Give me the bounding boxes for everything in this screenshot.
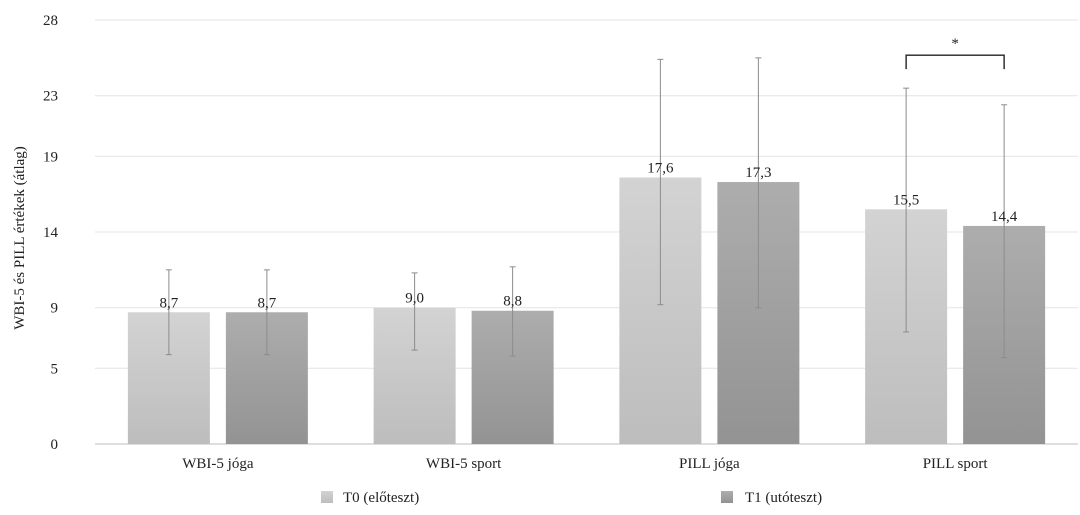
data-label: 15,5 [893, 192, 919, 208]
legend-swatch-t1 [721, 491, 733, 503]
y-axis-ticks: 0 5 9 14 19 23 28 [43, 13, 59, 453]
y-tick-label: 9 [51, 301, 59, 317]
x-category-label: WBI-5 jóga [182, 456, 254, 472]
data-label: 17,3 [745, 165, 771, 181]
legend: T0 (előteszt) T1 (utóteszt) [321, 490, 822, 506]
y-tick-label: 28 [43, 13, 58, 29]
data-label: 9,0 [405, 291, 424, 307]
legend-label-t0: T0 (előteszt) [343, 490, 419, 506]
data-label: 8,7 [258, 295, 277, 311]
data-label: 8,8 [503, 294, 522, 310]
y-tick-label: 19 [43, 149, 58, 165]
data-label: 8,7 [160, 295, 179, 311]
y-tick-label: 14 [43, 225, 59, 241]
y-tick-label: 5 [51, 361, 59, 377]
legend-label-t1: T1 (utóteszt) [745, 490, 822, 506]
significance-bracket [905, 54, 1005, 70]
y-tick-label: 0 [51, 437, 59, 453]
error-bars [165, 57, 1008, 359]
significance-marker: * [951, 36, 959, 52]
legend-swatch-t0 [321, 491, 333, 503]
y-tick-label: 23 [43, 89, 58, 105]
x-category-label: WBI-5 sport [426, 456, 502, 472]
x-axis-categories: WBI-5 jóga WBI-5 sport PILL jóga PILL sport [182, 456, 988, 472]
significance-annotations: * [905, 36, 1005, 70]
y-axis-title: WBI-5 és PILL értékek (átlag) [12, 146, 28, 330]
data-label: 14,4 [991, 209, 1018, 225]
x-category-label: PILL sport [923, 456, 989, 472]
data-label: 17,6 [647, 160, 674, 176]
data-labels: 8,7 8,7 9,0 8,8 17,6 17,3 15,5 14,4 [160, 160, 1018, 311]
x-category-label: PILL jóga [679, 456, 740, 472]
